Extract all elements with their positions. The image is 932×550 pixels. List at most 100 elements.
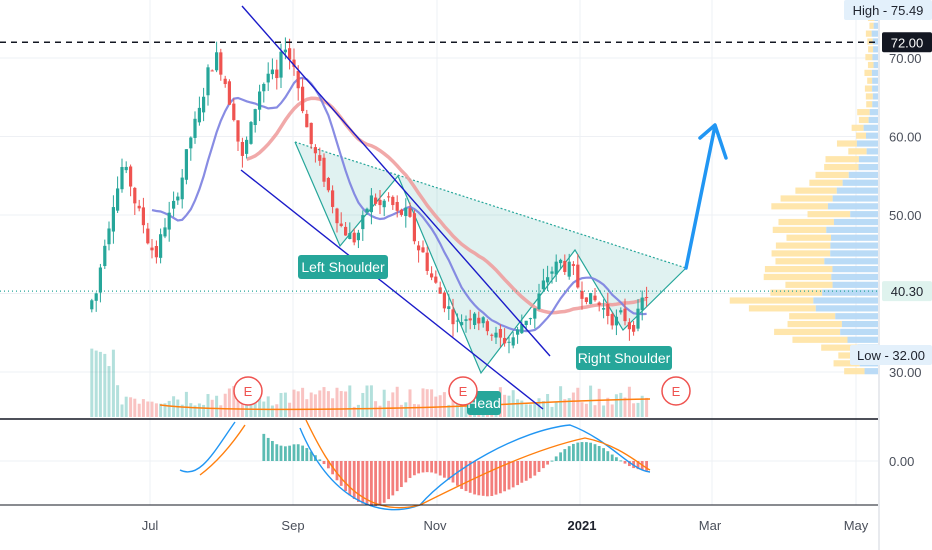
candle-body bbox=[331, 190, 335, 207]
macd-histogram-bar bbox=[451, 461, 455, 483]
macd-histogram-bar bbox=[301, 445, 304, 461]
volume-bar bbox=[344, 391, 348, 417]
macd-histogram-bar bbox=[275, 444, 279, 461]
volume-bar bbox=[589, 385, 593, 417]
macd-histogram-bar bbox=[271, 440, 274, 461]
candle-body bbox=[103, 245, 107, 267]
profile-bar-down bbox=[856, 132, 867, 139]
label-text: Head bbox=[467, 395, 500, 411]
macd-histogram-bar bbox=[529, 461, 532, 479]
head-and-shoulders-shading bbox=[295, 142, 686, 373]
volume-bar bbox=[223, 393, 227, 417]
profile-bar-up bbox=[815, 305, 878, 312]
profile-bar-up bbox=[831, 273, 878, 281]
volume-bar bbox=[520, 400, 524, 417]
candle-body bbox=[266, 73, 270, 83]
candle-body bbox=[94, 293, 98, 301]
macd-histogram-bar bbox=[296, 444, 300, 461]
volume-bar bbox=[645, 397, 649, 417]
profile-bar-up bbox=[847, 336, 878, 343]
earnings-letter: E bbox=[244, 384, 253, 399]
profile-bar-down bbox=[792, 336, 848, 343]
volume-bar bbox=[275, 404, 279, 417]
macd-histogram-bar bbox=[593, 444, 597, 461]
candle-body bbox=[90, 300, 94, 310]
macd-histogram-bar bbox=[520, 461, 524, 483]
candle-body bbox=[606, 303, 610, 316]
candle-body bbox=[473, 313, 477, 325]
volume-bar bbox=[627, 386, 631, 417]
macd-histogram-bar bbox=[490, 461, 494, 496]
time-tick-label: May bbox=[844, 518, 869, 533]
volume-bar bbox=[546, 393, 550, 417]
volume-bar bbox=[124, 396, 128, 417]
candle-body bbox=[537, 293, 541, 310]
candle-body bbox=[288, 48, 292, 60]
candle-body bbox=[326, 177, 330, 191]
volume-bar bbox=[154, 403, 158, 417]
profile-bar-up bbox=[824, 258, 878, 265]
candle-body bbox=[348, 233, 352, 239]
candle-body bbox=[571, 264, 575, 266]
profile-bar-up bbox=[872, 101, 878, 108]
candle-body bbox=[589, 293, 593, 304]
candle-body bbox=[245, 139, 249, 154]
candle-body bbox=[645, 296, 649, 298]
profile-bar-down bbox=[807, 211, 851, 218]
macd-histogram-bar bbox=[619, 460, 623, 462]
candle-body bbox=[305, 113, 309, 128]
macd-histogram-bar bbox=[460, 461, 463, 489]
candle-body bbox=[258, 91, 262, 110]
profile-bar-up bbox=[842, 179, 878, 186]
macd-histogram-bar bbox=[636, 461, 640, 470]
volume-bar bbox=[137, 403, 141, 417]
macd-histogram-bar bbox=[597, 446, 601, 461]
volume-bar bbox=[369, 385, 373, 417]
macd-histogram-bar bbox=[400, 461, 403, 488]
volume-bar bbox=[129, 397, 133, 417]
profile-bar-down bbox=[869, 22, 874, 29]
profile-bar-down bbox=[868, 46, 874, 53]
volume-bar bbox=[167, 400, 171, 417]
macd-histogram-bar bbox=[486, 461, 489, 497]
candle-body bbox=[301, 86, 305, 112]
volume-bar bbox=[447, 404, 451, 417]
volume-bar bbox=[533, 403, 537, 417]
right-shoulder-label: Right Shoulder bbox=[576, 346, 672, 370]
candle-body bbox=[399, 209, 403, 215]
volume-bar bbox=[176, 399, 180, 417]
candle-body bbox=[98, 267, 102, 293]
volume-bar bbox=[206, 394, 210, 417]
macd-histogram-bar bbox=[585, 442, 588, 461]
profile-bar-up bbox=[832, 195, 878, 202]
macd-histogram-bar bbox=[395, 461, 399, 492]
macd-histogram-bar bbox=[645, 461, 648, 471]
macd-histogram-bar bbox=[279, 445, 283, 461]
candle-body bbox=[352, 232, 356, 243]
channel-lower-line bbox=[240, 169, 544, 410]
profile-bar-down bbox=[864, 69, 872, 76]
profile-bar-up bbox=[872, 77, 878, 84]
time-tick-label: Mar bbox=[699, 518, 722, 533]
price-tick-label: 70.00 bbox=[889, 51, 922, 66]
macd-histogram-bar bbox=[361, 461, 365, 504]
badge-text: Low - 32.00 bbox=[857, 348, 925, 363]
candle-body bbox=[554, 261, 558, 275]
profile-bar-down bbox=[844, 368, 865, 375]
volume-bar bbox=[399, 404, 403, 417]
profile-bar-down bbox=[833, 360, 860, 367]
macd-histogram-bar bbox=[387, 461, 390, 500]
price-tick-label: 30.00 bbox=[889, 365, 922, 380]
volume-bar bbox=[619, 392, 623, 417]
macd-histogram-bar bbox=[339, 461, 343, 486]
macd-histogram-bar bbox=[374, 461, 377, 507]
earnings-marker: E bbox=[661, 376, 691, 406]
badge-box bbox=[882, 32, 932, 53]
time-tick-label: Jul bbox=[142, 518, 159, 533]
volume-bar bbox=[184, 391, 188, 417]
candle-body bbox=[270, 69, 274, 75]
macd-histogram-bar bbox=[370, 461, 373, 507]
volume-bar bbox=[326, 391, 330, 417]
profile-bar-up bbox=[873, 61, 878, 69]
